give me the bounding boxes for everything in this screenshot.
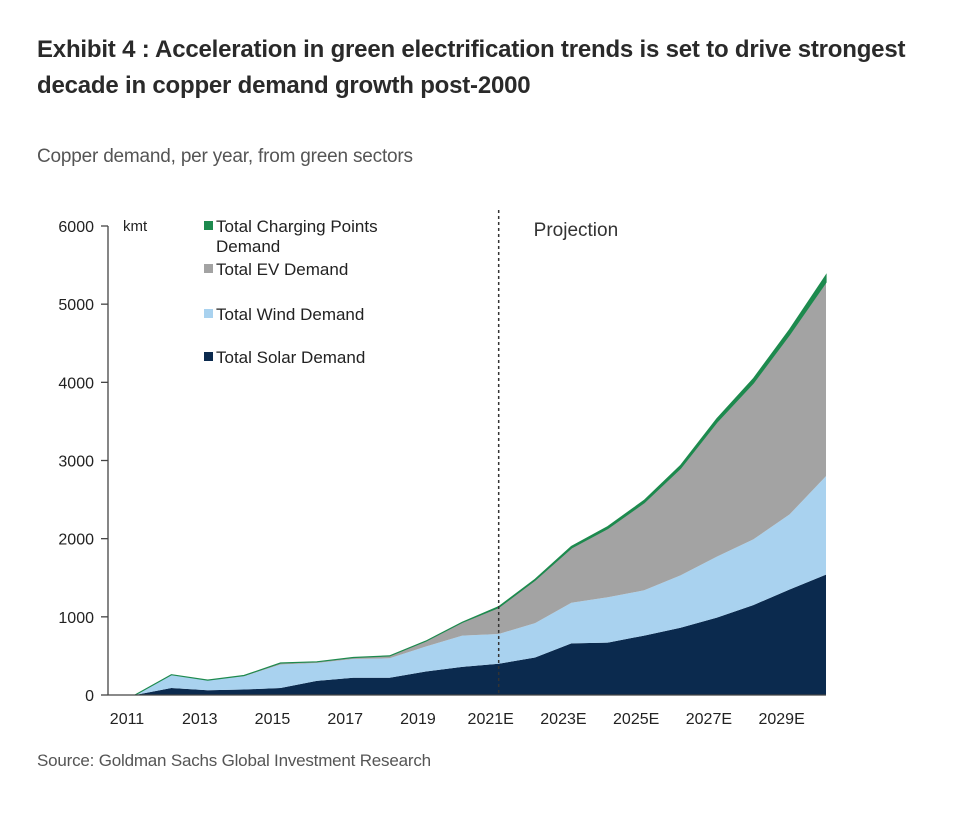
x-tick-label: 2029E xyxy=(758,711,804,728)
y-tick-label: 3000 xyxy=(58,454,94,471)
legend-swatch-solar xyxy=(204,352,213,361)
projection-label: Projection xyxy=(534,220,619,241)
x-tick-label: 2017 xyxy=(327,711,363,728)
x-tick-label: 2019 xyxy=(400,711,436,728)
x-tick-label: 2023E xyxy=(540,711,586,728)
chart-legend: Total Charging Points Demand Total EV Dema… xyxy=(204,217,378,367)
y-tick-label: 5000 xyxy=(58,297,94,314)
legend-label-ev: Total EV Demand xyxy=(216,260,348,279)
legend-label-solar: Total Solar Demand xyxy=(216,348,365,367)
y-tick-label: 6000 xyxy=(58,219,94,236)
legend-swatch-charging xyxy=(204,221,213,230)
y-tick-label: 2000 xyxy=(58,532,94,549)
area-charging xyxy=(134,273,827,696)
legend-label-wind: Total Wind Demand xyxy=(216,305,364,324)
area-solar xyxy=(135,574,826,695)
x-tick-label: 2015 xyxy=(255,711,291,728)
y-tick-label: 4000 xyxy=(58,375,94,392)
legend-label-charging: Total Charging Points Demand xyxy=(216,217,378,256)
area-wind xyxy=(135,476,826,695)
y-unit-label: kmt xyxy=(123,218,148,235)
y-tick-label: 0 xyxy=(85,688,94,705)
y-tick-label: 1000 xyxy=(58,610,94,627)
legend-swatch-wind xyxy=(204,309,213,318)
x-tick-label: 2027E xyxy=(686,711,732,728)
area-ev xyxy=(135,282,826,695)
chart-subtitle: Copper demand, per year, from green sect… xyxy=(37,146,413,167)
axes-layer: Projection 0 1000 2000 3000 4000 5000 6000 kmt 20… xyxy=(58,210,826,728)
chart-source: Source: Goldman Sachs Global Investment … xyxy=(37,751,431,770)
chart-title: Exhibit 4 : Acceleration in green electr… xyxy=(37,36,906,99)
x-tick-label: 2025E xyxy=(613,711,659,728)
areas-layer xyxy=(134,273,827,696)
x-tick-label: 2011 xyxy=(110,711,145,728)
legend-swatch-ev xyxy=(204,264,213,273)
x-tick-label: 2013 xyxy=(182,711,218,728)
x-tick-label: 2021E xyxy=(468,711,514,728)
